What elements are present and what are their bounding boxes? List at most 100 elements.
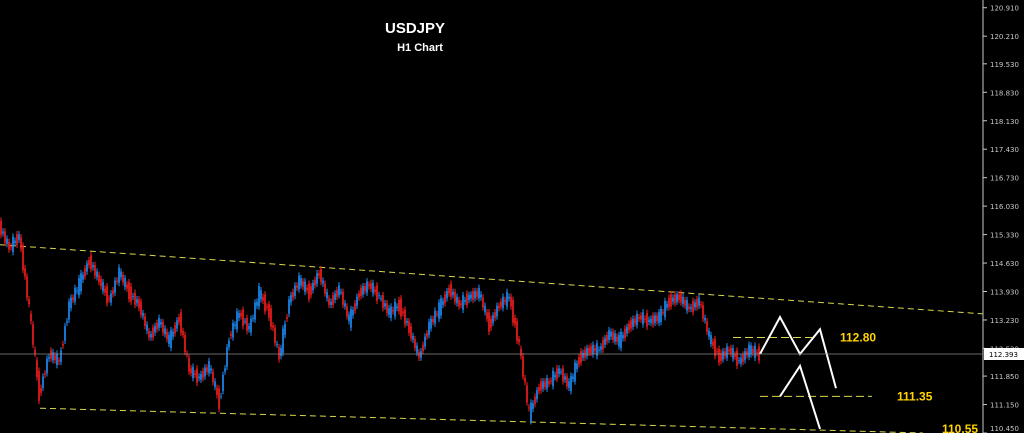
y-tick-label: 120.910 (990, 5, 1019, 13)
candle-body (538, 387, 540, 392)
candle-body (472, 291, 474, 301)
candle-body (90, 255, 92, 270)
candle-body (442, 300, 444, 305)
candle-body (122, 274, 124, 283)
candle-body (392, 309, 394, 312)
candle-body (660, 308, 662, 323)
candle-body (124, 278, 126, 288)
candle-body (428, 322, 430, 336)
candle-body (32, 324, 34, 345)
candle-body (406, 321, 408, 323)
candle-body (24, 268, 26, 277)
candle-body (618, 335, 620, 347)
candle-body (692, 300, 694, 313)
candle-body (448, 287, 450, 294)
candle-body (620, 331, 622, 349)
candle-body (390, 306, 392, 318)
candle-body (574, 362, 576, 382)
candle-body (86, 263, 88, 272)
candle-body (736, 350, 738, 366)
candle-body (680, 293, 682, 303)
candle-body (174, 325, 176, 334)
candle-body (606, 335, 608, 342)
candle-body (56, 353, 58, 366)
candle-body (642, 312, 644, 325)
candle-body (338, 285, 340, 296)
candle-body (96, 271, 98, 278)
candle-body (312, 282, 314, 291)
candle-body (82, 274, 84, 280)
candle-body (452, 291, 454, 296)
candle-body (494, 312, 496, 318)
candle-body (160, 322, 162, 325)
candle-body (290, 295, 292, 303)
candle-body (646, 313, 648, 327)
candle-body (738, 360, 740, 362)
current-price-label: 112.393 (989, 351, 1018, 359)
candle-body (506, 291, 508, 307)
candle-body (424, 336, 426, 347)
candle-body (218, 388, 220, 410)
candle-body (416, 345, 418, 353)
candle-body (156, 322, 158, 330)
y-tick-label: 119.530 (990, 61, 1019, 69)
candle-body (28, 299, 30, 305)
candle-body (260, 290, 262, 300)
candle-body (42, 376, 44, 388)
candle-body (572, 376, 574, 379)
candle-body (754, 345, 756, 358)
candle-body (676, 294, 678, 302)
candle-body (656, 315, 658, 322)
candle-body (234, 324, 236, 327)
candle-body (202, 370, 204, 379)
candle-body (332, 295, 334, 305)
candle-body (70, 297, 72, 309)
candle-body (422, 344, 424, 352)
candle-body (60, 350, 62, 362)
candle-body (286, 317, 288, 319)
candle-body (230, 334, 232, 336)
y-tick-label: 118.830 (990, 89, 1019, 97)
candle-body (552, 370, 554, 387)
candle-body (444, 294, 446, 304)
candle-body (222, 374, 224, 392)
candle-body (384, 303, 386, 307)
candle-body (686, 300, 688, 311)
candle-body (654, 315, 656, 323)
candle-body (362, 286, 364, 295)
candle-body (328, 298, 330, 305)
candle-body (514, 317, 516, 325)
candle-body (20, 237, 22, 249)
candle-body (674, 294, 676, 304)
candle-body (74, 287, 76, 302)
candle-body (118, 267, 120, 283)
candle-body (432, 318, 434, 323)
candle-body (716, 351, 718, 353)
candle-body (224, 368, 226, 372)
level-label: 110.55 (942, 422, 978, 433)
candle-body (114, 280, 116, 293)
candle-body (64, 326, 66, 341)
candle-body (324, 283, 326, 294)
candle-body (310, 286, 312, 296)
candle-body (58, 360, 60, 362)
candle-body (206, 367, 208, 372)
candle-body (462, 295, 464, 310)
candle-body (180, 312, 182, 333)
candle-body (196, 368, 198, 383)
candle-body (212, 371, 214, 383)
candle-body (598, 349, 600, 351)
candle-body (490, 318, 492, 328)
candle-body (166, 331, 168, 340)
y-tick-label: 113.230 (990, 317, 1019, 325)
candle-body (648, 319, 650, 323)
candle-body (554, 374, 556, 378)
candle-body (560, 371, 562, 373)
candle-body (368, 284, 370, 287)
candle-body (256, 301, 258, 306)
candle-body (474, 291, 476, 299)
candle-body (440, 298, 442, 316)
candle-body (388, 308, 390, 315)
